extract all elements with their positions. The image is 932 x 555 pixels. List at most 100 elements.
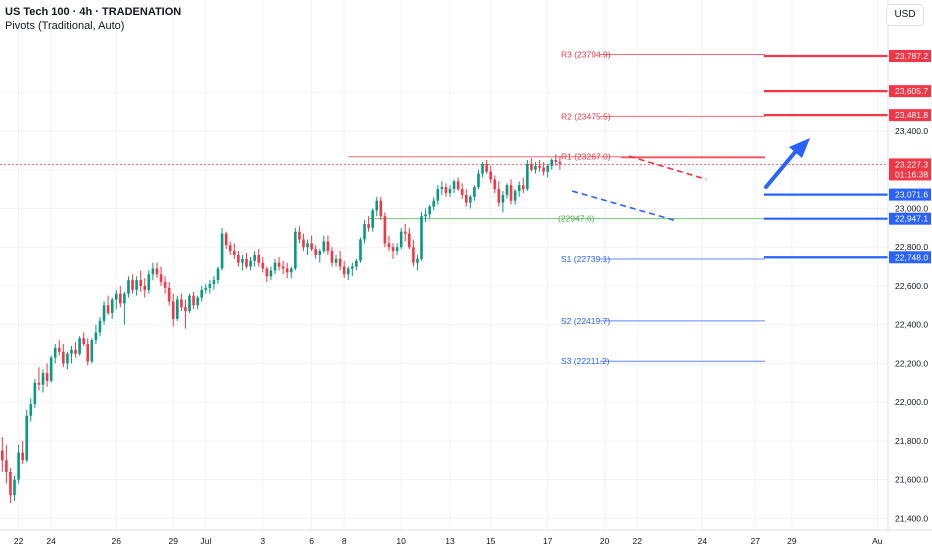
- candle: [53, 347, 57, 358]
- current-price-tag: [889, 158, 931, 181]
- candle: [530, 163, 533, 170]
- pivot-label-r2: R2 (23475.5): [561, 111, 611, 121]
- candle: [82, 338, 85, 345]
- candle: [281, 266, 285, 269]
- candle: [33, 382, 37, 405]
- candle: [180, 299, 183, 308]
- candle: [469, 196, 472, 203]
- candle: [526, 163, 529, 190]
- candle: [110, 299, 114, 314]
- x-axis-labels: 22 24 26 29 Jul 3 6 8 10 13 15 17 20 22 24 27 29 Au: [14, 536, 883, 546]
- candle: [505, 185, 509, 195]
- price-tags: 23,787.2 23,605.7 23,481.8 23,071.6 22,947.1…: [889, 49, 931, 264]
- y-tick-label: 22,200.0: [895, 358, 928, 368]
- y-tick-label: 22,600.0: [895, 281, 928, 291]
- candle: [542, 167, 545, 172]
- candle: [216, 268, 220, 281]
- candle: [481, 163, 484, 174]
- candle: [432, 200, 436, 207]
- candle: [155, 268, 159, 275]
- candle: [57, 347, 61, 352]
- candle: [200, 289, 204, 298]
- candle: [444, 187, 448, 193]
- x-tick-label: 22: [632, 536, 642, 546]
- candle: [403, 231, 407, 234]
- candle: [289, 268, 293, 273]
- price-tag-label: 23,481.8: [895, 110, 928, 120]
- candle: [420, 216, 423, 259]
- candle: [25, 415, 29, 461]
- candle: [509, 185, 513, 201]
- candle: [66, 353, 69, 364]
- candle: [269, 270, 273, 277]
- candle: [383, 216, 387, 244]
- x-tick-label: 15: [486, 536, 496, 546]
- candle: [538, 165, 541, 168]
- indicator-label[interactable]: Pivots (Traditional, Auto): [5, 20, 125, 32]
- currency-button[interactable]: USD: [886, 4, 924, 26]
- candle: [412, 247, 415, 263]
- x-tick-label: 6: [309, 536, 314, 546]
- candle: [346, 268, 350, 275]
- candle: [546, 165, 549, 172]
- candle: [94, 332, 98, 341]
- candle: [265, 268, 269, 277]
- x-tick-label: 27: [751, 536, 761, 546]
- candle: [513, 191, 517, 201]
- candle: [489, 171, 492, 180]
- candle: [261, 262, 265, 269]
- candle: [41, 373, 45, 385]
- candle: [253, 254, 256, 261]
- candle: [477, 173, 480, 188]
- candle: [131, 280, 134, 290]
- price-tag-label: 23,787.2: [895, 51, 928, 61]
- candle: [151, 268, 155, 275]
- pivot-label-s2: S2 (22419.7): [561, 316, 610, 326]
- candle: [167, 287, 171, 302]
- candle: [395, 247, 399, 252]
- x-tick-label: 3: [260, 536, 265, 546]
- pivot-label-s3: S3 (22211.2): [561, 356, 610, 366]
- candle: [367, 223, 370, 228]
- candle: [135, 280, 138, 290]
- candle: [196, 297, 199, 306]
- candle: [224, 233, 228, 246]
- bar-countdown: 01:16:38: [895, 169, 928, 179]
- x-tick-label: 24: [46, 536, 56, 546]
- candle: [428, 206, 431, 215]
- upper-trendline: [628, 155, 707, 181]
- candle: [452, 181, 456, 190]
- y-tick-label: 21,600.0: [895, 475, 928, 485]
- candle: [147, 274, 151, 290]
- y-tick-label: 23,000.0: [895, 203, 928, 213]
- candle: [517, 185, 521, 192]
- x-tick-label: 29: [169, 536, 179, 546]
- candle: [501, 194, 505, 203]
- candle: [342, 266, 346, 275]
- x-tick-label: Au: [872, 536, 883, 546]
- candle: [49, 357, 53, 381]
- price-tag: [889, 85, 931, 98]
- candle: [98, 320, 102, 333]
- candle: [237, 254, 240, 263]
- candle: [17, 452, 20, 480]
- pivot-label-r1: R1 (23267.0): [561, 152, 611, 162]
- candle: [139, 280, 142, 286]
- candles: [0, 154, 562, 503]
- candle: [171, 301, 175, 319]
- candle: [184, 307, 187, 312]
- lower-trendline: [571, 190, 675, 221]
- candle: [460, 189, 464, 195]
- projection-arrow: [764, 138, 810, 189]
- candle: [0, 450, 4, 461]
- candle: [416, 258, 419, 263]
- candle: [338, 258, 342, 267]
- candle: [9, 471, 12, 496]
- candle: [5, 460, 8, 472]
- y-tick-label: 22,400.0: [895, 320, 928, 330]
- candle: [228, 245, 232, 252]
- candle: [379, 200, 383, 217]
- pivot-label-p: (22947.6): [558, 214, 595, 224]
